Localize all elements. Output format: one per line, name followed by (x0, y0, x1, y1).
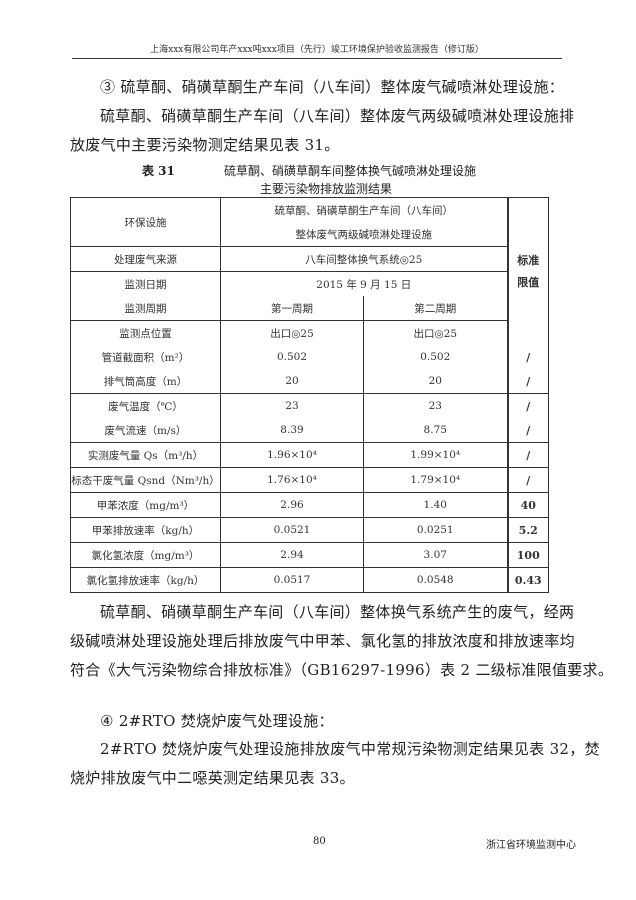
period-1: 第一周期 (220, 296, 364, 321)
facility-value: 硫草酮、硝磺草酮生产车间（八车间） (220, 197, 508, 222)
row-label: 废气流速（m/s） (70, 418, 221, 443)
value-period-2: 出口◎25 (363, 320, 508, 345)
footer-organization: 浙江省环境监测中心 (486, 840, 576, 851)
table-row: 管道截面积（m²） 0.502 0.502/ (70, 345, 549, 369)
value-period-2: 23 (363, 393, 508, 418)
source-label: 处理废气来源 (70, 246, 221, 272)
table-row: 排气筒高度（m） 20 20/ (70, 369, 549, 394)
running-header: 上海xxx有限公司年产xxx吨xxx项目（先行）竣工环境保护验收监测报告（修订版… (150, 45, 484, 55)
paragraph-line: 烧炉排放废气中二噁英测定结果见表 33。 (70, 769, 355, 787)
standard-limit: / (506, 345, 549, 369)
standard-limit: / (506, 418, 549, 443)
limit-header: 标准限值 (506, 197, 549, 345)
row-label: 标态干废气量 Qsnd（Nm³/h） (70, 467, 221, 493)
value-period-2: 0.502 (363, 345, 508, 369)
date-value: 2015 年 9 月 15 日 (220, 271, 508, 296)
value-period-2: 20 (363, 369, 508, 394)
standard-limit: 0.43 (506, 567, 549, 593)
row-label: 排气筒高度（m） (70, 369, 221, 394)
row-label: 实测废气量 Qs（m³/h） (70, 442, 221, 468)
value-period-1: 8.39 (220, 418, 364, 443)
row-label: 监测点位置 (70, 320, 221, 345)
standard-limit: 5.2 (506, 517, 549, 543)
table-row: 整体废气两级碱喷淋处理设施 (71, 222, 549, 247)
standard-limit: / (506, 467, 549, 493)
header-divider (72, 58, 562, 59)
facility-label: 环保设施 (70, 197, 221, 247)
paragraph-line: 级碱喷淋处理设施处理后排放废气中甲苯、氯化氢的排放浓度和排放速率均 (70, 632, 575, 650)
date-label: 监测日期 (70, 271, 221, 296)
row-label: 废气温度（℃） (70, 393, 221, 418)
value-period-2: 1.79×10⁴ (363, 467, 508, 493)
value-period-1: 0.0517 (220, 567, 364, 593)
paragraph-line: 放废气中主要污染物测定结果见表 31。 (70, 136, 340, 154)
table-number: 表 31 (142, 164, 175, 178)
period-label: 监测周期 (70, 296, 221, 321)
standard-limit: / (506, 393, 549, 418)
row-label: 甲苯浓度（mg/m³） (70, 492, 221, 518)
paragraph-line: 硫草酮、硝磺草酮生产车间（八车间）整体废气两级碱喷淋处理设施排 (100, 107, 575, 125)
paragraph-line: 2#RTO 焚烧炉废气处理设施排放废气中常规污染物测定结果见表 32，焚 (100, 740, 600, 758)
value-period-2: 1.99×10⁴ (363, 442, 508, 468)
period-2: 第二周期 (363, 296, 508, 321)
value-period-2: 0.0548 (363, 567, 508, 593)
limit-header-text: 标准限值 (517, 253, 540, 289)
value-period-2: 0.0251 (363, 517, 508, 543)
value-period-2: 3.07 (363, 542, 508, 568)
value-period-1: 出口◎25 (220, 320, 364, 345)
table-row: 废气流速（m/s） 8.39 8.75/ (70, 418, 549, 443)
row-label: 甲苯排放速率（kg/h） (70, 517, 221, 543)
table-row: 氯化氢排放速率（kg/h） 0.0517 0.0548 0.43 (70, 567, 549, 593)
table-row: 环保设施 硫草酮、硝磺草酮生产车间（八车间） 标准限值 (70, 197, 549, 345)
standard-limit: / (506, 442, 549, 468)
monitoring-results-table: 环保设施 硫草酮、硝磺草酮生产车间（八车间） 标准限值 整体废气两级碱喷淋处理设… (70, 197, 549, 593)
value-period-1: 2.94 (220, 542, 364, 568)
table-row: 处理废气来源 八车间整体换气系统◎25 (70, 246, 549, 272)
table-row: 实测废气量 Qs（m³/h） 1.96×10⁴ 1.99×10⁴ / (70, 442, 549, 468)
row-label: 氯化氢排放速率（kg/h） (70, 567, 221, 593)
paragraph-line: 符合《大气污染物综合排放标准》（GB16297-1996）表 2 二级标准限值要… (70, 661, 614, 679)
table-row: 甲苯排放速率（kg/h） 0.0521 0.0251 5.2 (70, 517, 549, 543)
facility-value: 整体废气两级碱喷淋处理设施 (220, 222, 508, 247)
table-row: 甲苯浓度（mg/m³） 2.96 1.40 40 (70, 492, 549, 518)
standard-limit: 100 (506, 542, 549, 568)
table-caption: 主要污染物排放监测结果 (260, 182, 393, 196)
section-heading: ③ 硫草酮、硝磺草酮生产车间（八车间）整体废气碱喷淋处理设施： (100, 78, 565, 96)
value-period-2: 8.75 (363, 418, 508, 443)
table-caption: 硫草酮、硝磺草酮车间整体换气碱喷淋处理设施 (224, 164, 477, 178)
section-heading: ④ 2#RTO 焚烧炉废气处理设施： (100, 712, 334, 730)
table-row: 监测周期 第一周期 第二周期 (70, 296, 549, 321)
table-row: 废气温度（℃） 23 23/ (70, 393, 549, 418)
value-period-1: 2.96 (220, 492, 364, 518)
value-period-1: 1.76×10⁴ (220, 467, 364, 493)
table-row: 监测点位置 出口◎25 出口◎25 (70, 320, 549, 345)
table-row: 监测日期 2015 年 9 月 15 日 (70, 271, 549, 296)
value-period-2: 1.40 (363, 492, 508, 518)
value-period-1: 1.96×10⁴ (220, 442, 364, 468)
value-period-1: 0.502 (220, 345, 364, 369)
page-number: 80 (313, 836, 326, 847)
row-label: 管道截面积（m²） (70, 345, 221, 369)
paragraph-line: 硫草酮、硝磺草酮生产车间（八车间）整体换气系统产生的废气，经两 (100, 603, 575, 621)
standard-limit: 40 (506, 492, 549, 518)
standard-limit: / (506, 369, 549, 394)
table-row: 标态干废气量 Qsnd（Nm³/h） 1.76×10⁴ 1.79×10⁴ / (70, 467, 549, 493)
value-period-1: 23 (220, 393, 364, 418)
value-period-1: 0.0521 (220, 517, 364, 543)
table-row: 氯化氢浓度（mg/m³） 2.94 3.07 100 (70, 542, 549, 568)
row-label: 氯化氢浓度（mg/m³） (70, 542, 221, 568)
value-period-1: 20 (220, 369, 364, 394)
source-value: 八车间整体换气系统◎25 (220, 246, 508, 272)
